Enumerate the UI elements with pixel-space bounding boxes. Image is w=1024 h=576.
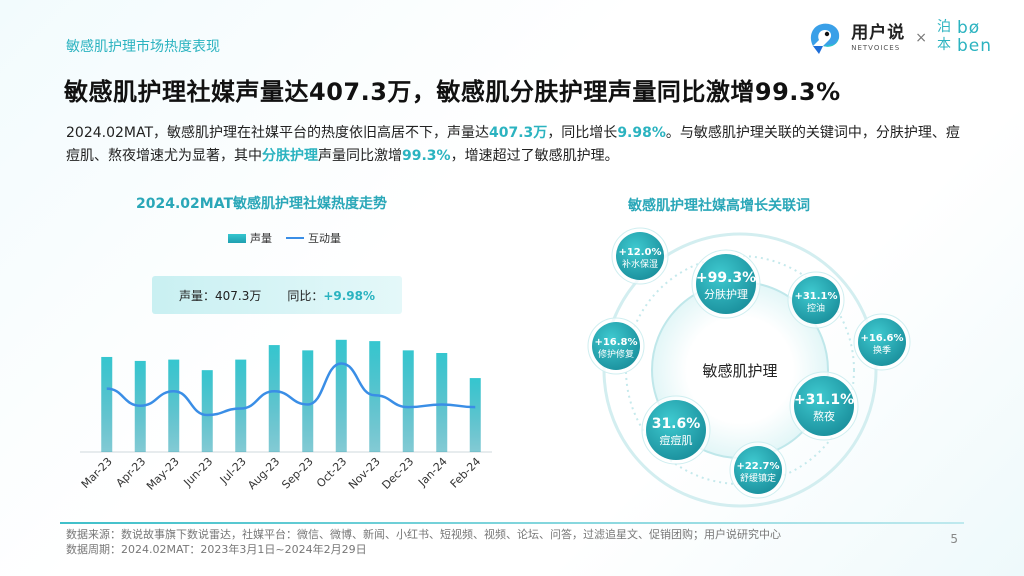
- boben-lat-2: ben: [956, 36, 992, 56]
- volume-bar: [302, 350, 314, 452]
- boben-cn-2: 本: [936, 37, 951, 53]
- bubble-keyword-label: 换季: [873, 344, 891, 356]
- keyword-bubble-chart: 敏感肌护理+99.3%分肤护理31.6%痘痘肌+31.1%熬夜+12.0%补水保…: [587, 227, 911, 508]
- legend-volume: 声量: [228, 230, 272, 246]
- center-keyword-label: 敏感肌护理: [702, 362, 777, 380]
- legend-bar-swatch: [228, 233, 246, 243]
- bubble-growth-value: +31.1%: [794, 392, 854, 408]
- netvoices-logo-text: 用户说 NETVOICES: [851, 22, 906, 52]
- x-tick-label: Dec-23: [379, 455, 416, 492]
- legend-interaction-label: 互动量: [308, 232, 341, 245]
- legend-interaction: 互动量: [286, 230, 341, 246]
- dotted-ring: [625, 255, 855, 485]
- keywords-chart-title: 敏感肌护理社媒高增长关联词: [628, 198, 810, 214]
- bubble-keyword-label: 补水保湿: [622, 258, 658, 270]
- boben-logo: 泊 bø 本 ben: [936, 18, 992, 56]
- interaction-line: [106, 362, 476, 417]
- para-highlight-volume: 407.3万: [489, 125, 548, 141]
- page-number: 5: [950, 532, 958, 546]
- volume-stat-box: 声量：407.3万 同比：+9.98%: [152, 276, 402, 314]
- x-tick-label: Nov-23: [346, 455, 383, 492]
- x-tick-label: Aug-23: [245, 455, 282, 492]
- para-highlight-keyword-growth: 99.3%: [402, 148, 451, 164]
- x-tick-label: Apr-23: [114, 455, 149, 490]
- boben-lat-1: bø: [956, 18, 981, 39]
- para-text-1: 2024.02MAT，敏感肌护理在社媒平台的热度依旧高居不下，声量达: [66, 125, 490, 141]
- stat-yoy-value: +9.98%: [323, 288, 376, 303]
- x-tick-label: Jul-23: [217, 455, 249, 487]
- x-tick-label: May-23: [144, 455, 182, 493]
- footer-period: 数据周期：2024.02MAT：2023年3月1日~2024年2月29日: [66, 543, 367, 556]
- keyword-bubble-shuhuan: [734, 446, 782, 494]
- keyword-bubble-douji: [646, 400, 706, 460]
- footer-source: 数据来源：数说故事旗下数说雷达，社媒平台：微信、微博、新闻、小红书、短视频、视频…: [66, 528, 781, 541]
- brand-logos: 用户说 NETVOICES × 泊 bø 本 ben: [809, 18, 992, 56]
- para-text-3: 。与敏感肌护理关联的关键词中，分肤护理、痘痘肌、熬夜增速尤为显著，其中: [66, 125, 960, 164]
- volume-bar: [369, 341, 381, 452]
- bubble-keyword-label: 分肤护理: [704, 287, 748, 301]
- para-text-2: ，同比增长: [547, 125, 618, 141]
- volume-bar: [268, 345, 280, 452]
- bubble-keyword-label: 舒缓镇定: [740, 472, 776, 484]
- keyword-bubble-kongyou: [792, 276, 840, 324]
- para-highlight-growth: 9.98%: [617, 125, 666, 141]
- para-text-5: ，增速超过了敏感肌护理。: [450, 148, 619, 164]
- x-tick-label: Sep-23: [279, 455, 316, 492]
- volume-bar: [436, 353, 448, 452]
- bubble-growth-value: +16.8%: [594, 337, 637, 348]
- logo-en-text: NETVOICES: [851, 43, 901, 52]
- bubble-growth-value: +12.0%: [618, 247, 661, 258]
- section-label: 敏感肌护理市场热度表现: [66, 39, 220, 55]
- stat-yoy: 同比：+9.98%: [287, 287, 375, 304]
- para-text-4: 声量同比激增: [318, 148, 402, 164]
- legend-line-swatch: [286, 237, 304, 239]
- keyword-bubble-xiufu: [592, 322, 640, 370]
- trend-chart-title: 2024.02MAT敏感肌护理社媒热度走势: [136, 196, 387, 212]
- bubble-growth-value: +16.6%: [860, 333, 903, 344]
- bubble-growth-value: +22.7%: [736, 461, 779, 472]
- bubble-growth-value: +31.1%: [794, 291, 837, 302]
- bubble-keyword-label: 熬夜: [813, 409, 835, 423]
- volume-bar: [168, 359, 180, 452]
- bubble-growth-value: 31.6%: [652, 416, 701, 432]
- stat-volume: 声量：407.3万: [178, 288, 262, 303]
- keyword-bubble-bushui: [616, 232, 664, 280]
- volume-bar: [201, 370, 213, 452]
- volume-bar: [402, 350, 414, 452]
- keyword-bubble-huanji: [858, 318, 906, 366]
- keyword-bubble-aoye: [794, 376, 854, 436]
- volume-bar: [101, 356, 113, 452]
- legend-volume-label: 声量: [250, 232, 272, 245]
- volume-bar: [469, 378, 481, 452]
- stat-yoy-label: 同比：: [287, 288, 324, 303]
- boben-cn-1: 泊: [936, 19, 951, 36]
- page-headline: 敏感肌护理社媒声量达407.3万，敏感肌分肤护理声量同比激增99.3%: [64, 78, 841, 106]
- bubble-keyword-label: 控油: [807, 302, 825, 314]
- volume-bar: [235, 359, 247, 452]
- bubble-growth-value: +99.3%: [696, 270, 756, 286]
- x-tick-label: Mar-23: [79, 455, 115, 491]
- netvoices-logo-icon: [809, 20, 843, 56]
- bubble-keyword-label: 痘痘肌: [660, 433, 693, 447]
- footer-divider: [60, 522, 964, 524]
- footer-notes: 数据来源：数说故事旗下数说雷达，社媒平台：微信、微博、新闻、小红书、短视频、视频…: [66, 527, 781, 557]
- x-tick-label: Jun-23: [181, 455, 216, 490]
- chart-legend: 声量 互动量: [228, 230, 341, 246]
- logo-cn-text: 用户说: [851, 22, 906, 43]
- para-highlight-keyword: 分肤护理: [262, 148, 318, 164]
- volume-bar: [335, 339, 347, 452]
- keyword-bubble-fenfu: [696, 254, 756, 314]
- x-tick-label: Jan-24: [415, 455, 450, 490]
- bubble-keyword-label: 修护修复: [598, 348, 634, 360]
- logo-separator: ×: [915, 30, 927, 46]
- x-tick-label: Oct-23: [314, 455, 349, 490]
- x-tick-label: Feb-24: [448, 455, 484, 491]
- summary-paragraph: 2024.02MAT，敏感肌护理在社媒平台的热度依旧高居不下，声量达407.3万…: [66, 122, 966, 168]
